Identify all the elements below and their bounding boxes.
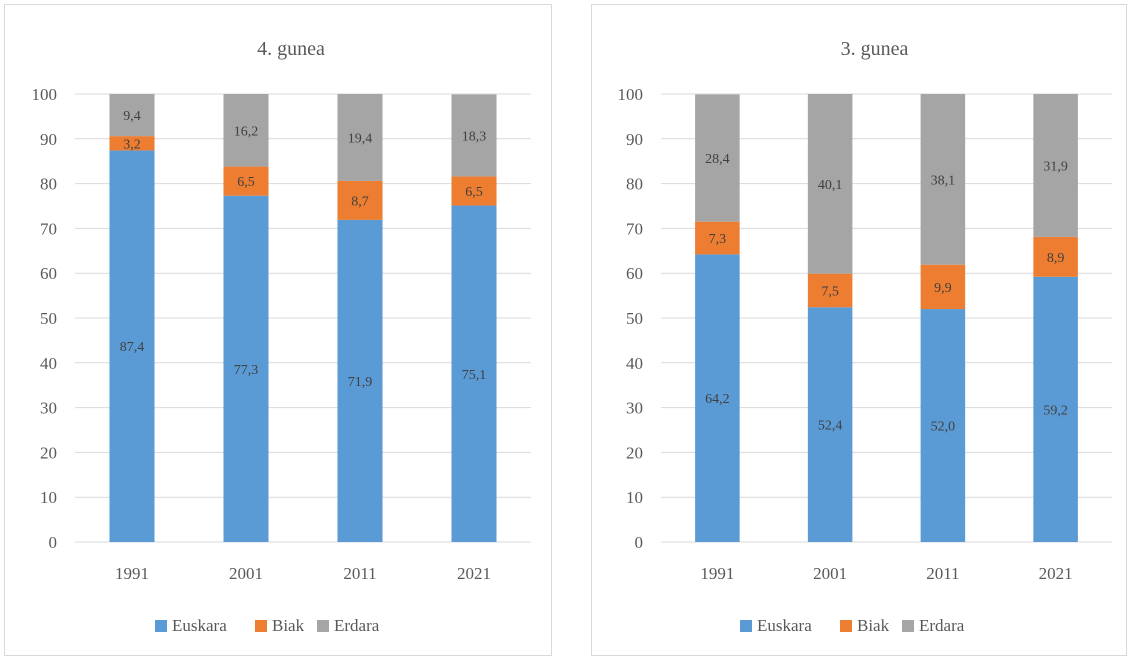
y-tick-label: 10 [626, 488, 643, 507]
y-tick-label: 50 [40, 309, 57, 328]
y-tick-label: 50 [626, 309, 643, 328]
chart-svg: 4. gunea 0 10 20 30 40 50 60 70 80 90 100 87,4 3,2 9,4… [32, 38, 531, 635]
x-tick-label: 2011 [343, 564, 376, 583]
data-label: 87,4 [120, 340, 145, 355]
data-label: 6,5 [465, 185, 483, 200]
y-tick-label: 100 [618, 85, 644, 104]
y-tick-label: 60 [626, 264, 643, 283]
chart-panel-left: 4. gunea 0 10 20 30 40 50 60 70 80 90 100 87,4 3,2 9,4… [4, 4, 552, 656]
legend-label: Biak [272, 616, 305, 635]
y-tick-label: 70 [626, 219, 643, 238]
legend-label: Erdara [334, 616, 380, 635]
data-label: 6,5 [237, 175, 255, 190]
legend-swatch [155, 620, 167, 632]
bar-euskara [109, 150, 155, 542]
bar-erdara [920, 94, 966, 265]
chart-panel-right: 3. gunea 0 10 20 30 40 50 60 70 80 90 100 64,2 7,3 28,… [591, 4, 1127, 656]
y-tick-label: 90 [40, 130, 57, 149]
x-tick-label: 2021 [457, 564, 491, 583]
y-tick-label: 60 [40, 264, 57, 283]
data-label: 8,9 [1047, 251, 1065, 266]
bar-erdara [695, 94, 740, 222]
y-tick-label: 0 [635, 533, 644, 552]
bar-euskara [223, 195, 269, 543]
chart-svg: 3. gunea 0 10 20 30 40 50 60 70 80 90 100 64,2 7,3 28,… [618, 38, 1112, 635]
y-tick-label: 30 [626, 399, 643, 418]
bar-euskara [695, 254, 740, 542]
data-label: 3,2 [123, 137, 141, 152]
bar-erdara [451, 94, 497, 177]
data-label: 59,2 [1043, 403, 1068, 418]
legend-swatch [840, 620, 852, 632]
bar-biak [109, 136, 155, 151]
bar-biak [223, 166, 269, 196]
y-tick-label: 100 [32, 85, 58, 104]
bar-biak [451, 176, 497, 206]
bar-euskara [1033, 276, 1078, 542]
legend-label: Euskara [757, 616, 812, 635]
legend-label: Euskara [172, 616, 227, 635]
y-tick-label: 70 [40, 219, 57, 238]
bar-euskara [920, 309, 966, 542]
bar-erdara [337, 94, 383, 181]
data-label: 9,4 [123, 109, 141, 124]
bar-erdara [807, 94, 853, 274]
legend-swatch [902, 620, 914, 632]
y-tick-label: 0 [49, 533, 58, 552]
x-tick-label: 2011 [926, 564, 959, 583]
data-label: 71,9 [348, 375, 373, 390]
data-label: 52,4 [818, 419, 843, 434]
data-label: 19,4 [348, 131, 373, 146]
data-label: 18,3 [462, 129, 487, 144]
data-label: 38,1 [931, 173, 956, 188]
bar-biak [1033, 236, 1078, 277]
bar-biak [695, 221, 740, 255]
y-tick-label: 20 [40, 443, 57, 462]
legend-swatch [317, 620, 329, 632]
y-tick-label: 80 [40, 175, 57, 194]
data-label: 9,9 [934, 281, 952, 296]
data-label: 64,2 [705, 392, 730, 407]
bar-erdara [109, 94, 155, 137]
chart-title: 4. gunea [257, 38, 325, 60]
y-tick-label: 20 [626, 443, 643, 462]
bar-euskara [337, 219, 383, 542]
y-tick-label: 80 [626, 175, 643, 194]
y-tick-label: 40 [40, 354, 57, 373]
y-tick-label: 10 [40, 488, 57, 507]
bar-euskara [807, 307, 853, 542]
x-tick-label: 2021 [1039, 564, 1073, 583]
x-tick-label: 1991 [700, 564, 734, 583]
legend-swatch [255, 620, 267, 632]
data-label: 16,2 [234, 124, 259, 139]
bar-erdara [1033, 94, 1078, 237]
y-tick-label: 40 [626, 354, 643, 373]
data-label: 77,3 [234, 363, 259, 378]
data-label: 52,0 [931, 420, 956, 435]
data-label: 8,7 [351, 194, 369, 209]
data-label: 75,1 [462, 368, 487, 383]
data-label: 7,3 [709, 232, 727, 247]
x-tick-label: 2001 [229, 564, 263, 583]
chart-title: 3. gunea [841, 38, 909, 60]
bar-biak [807, 273, 853, 308]
bar-euskara [451, 205, 497, 542]
data-label: 31,9 [1043, 159, 1068, 174]
y-tick-label: 30 [40, 399, 57, 418]
x-tick-label: 1991 [115, 564, 149, 583]
legend-label: Biak [857, 616, 890, 635]
y-tick-label: 90 [626, 130, 643, 149]
bar-biak [337, 180, 383, 220]
data-label: 7,5 [821, 284, 839, 299]
data-label: 28,4 [705, 152, 730, 167]
bar-biak [920, 264, 966, 310]
data-label: 40,1 [818, 178, 843, 193]
bar-erdara [223, 94, 269, 167]
legend-label: Erdara [919, 616, 965, 635]
x-tick-label: 2001 [813, 564, 847, 583]
legend-swatch [740, 620, 752, 632]
